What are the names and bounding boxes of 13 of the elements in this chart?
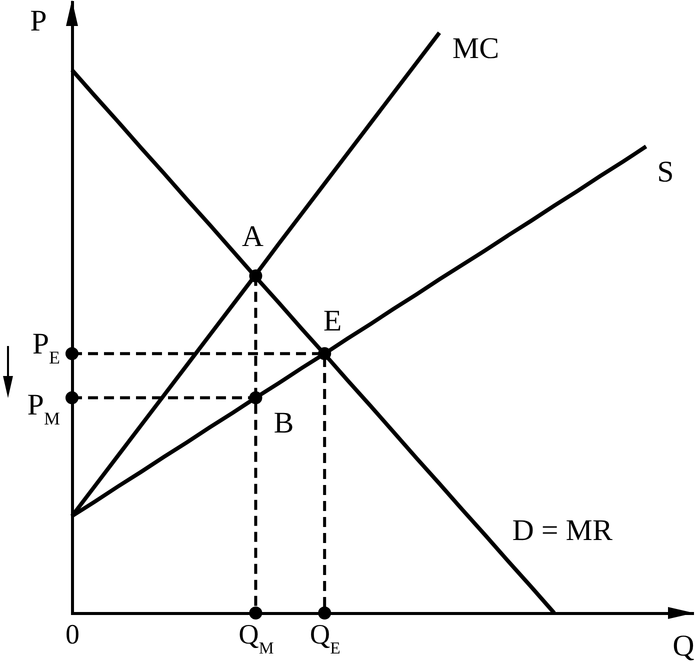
series-label: MC xyxy=(452,32,500,65)
annotation: P$_{M}$ xyxy=(27,388,60,429)
x-tick-label: Q$_{E}$ xyxy=(310,620,340,657)
series-label: D = MR xyxy=(512,514,613,547)
series-label: S xyxy=(657,155,674,188)
annotation: A xyxy=(242,220,264,253)
annotation: B xyxy=(274,406,294,440)
annotation: P$_{E}$ xyxy=(32,328,60,368)
x-tick-label: Q$_{M}$ xyxy=(238,620,274,657)
x-axis-title: Q xyxy=(672,630,695,662)
x-tick-label: 0 xyxy=(66,620,80,650)
y-axis-title: P xyxy=(30,4,47,38)
annotation: E xyxy=(323,304,342,338)
